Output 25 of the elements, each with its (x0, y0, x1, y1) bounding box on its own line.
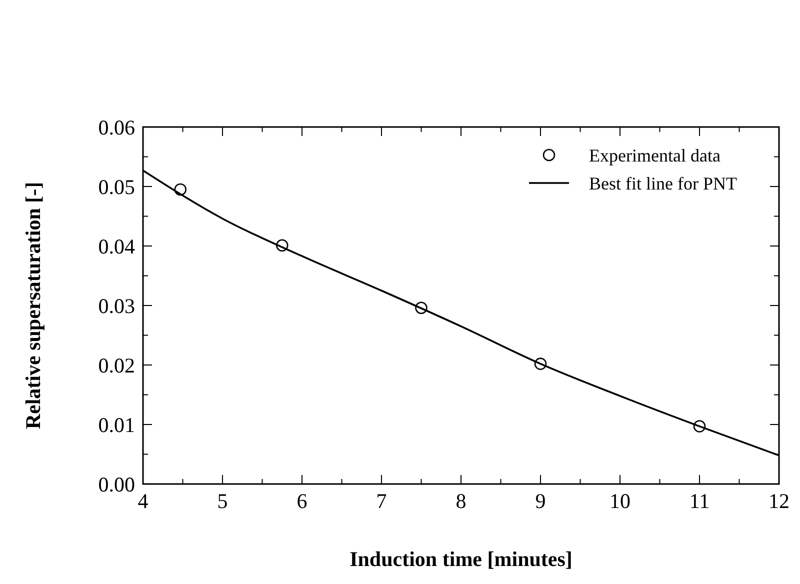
y-tick-label: 0.05 (98, 174, 135, 199)
x-tick-label: 4 (138, 489, 149, 513)
y-tick-label: 0.00 (98, 472, 135, 496)
x-tick-label: 11 (689, 489, 710, 513)
x-tick-label: 7 (376, 489, 387, 513)
point (693, 420, 706, 432)
legend-label: Experimental data (589, 145, 720, 166)
point (174, 183, 187, 196)
y-tick-label: 0.04 (98, 234, 136, 258)
point (276, 239, 288, 252)
x-tick-label: 5 (217, 489, 228, 513)
y-tick-label: 0.02 (98, 353, 135, 378)
y-tick-label: 0.06 (98, 115, 135, 140)
x-tick-label: 10 (610, 489, 630, 513)
legend-label: Best fit line for PNT (589, 173, 737, 194)
y-axis-title: Relative supersaturation [-] (21, 182, 45, 430)
y-tick-label: 0.01 (98, 412, 135, 437)
x-tick-label: 6 (296, 489, 308, 513)
x-axis-title: Induction time [minutes] (350, 547, 572, 571)
point (534, 358, 547, 370)
x-tick-label: 9 (535, 489, 546, 513)
x-tick-label: 8 (456, 489, 466, 513)
point (415, 302, 428, 314)
x-tick-label: 12 (768, 489, 790, 513)
y-tick-label: 0.03 (98, 294, 135, 318)
